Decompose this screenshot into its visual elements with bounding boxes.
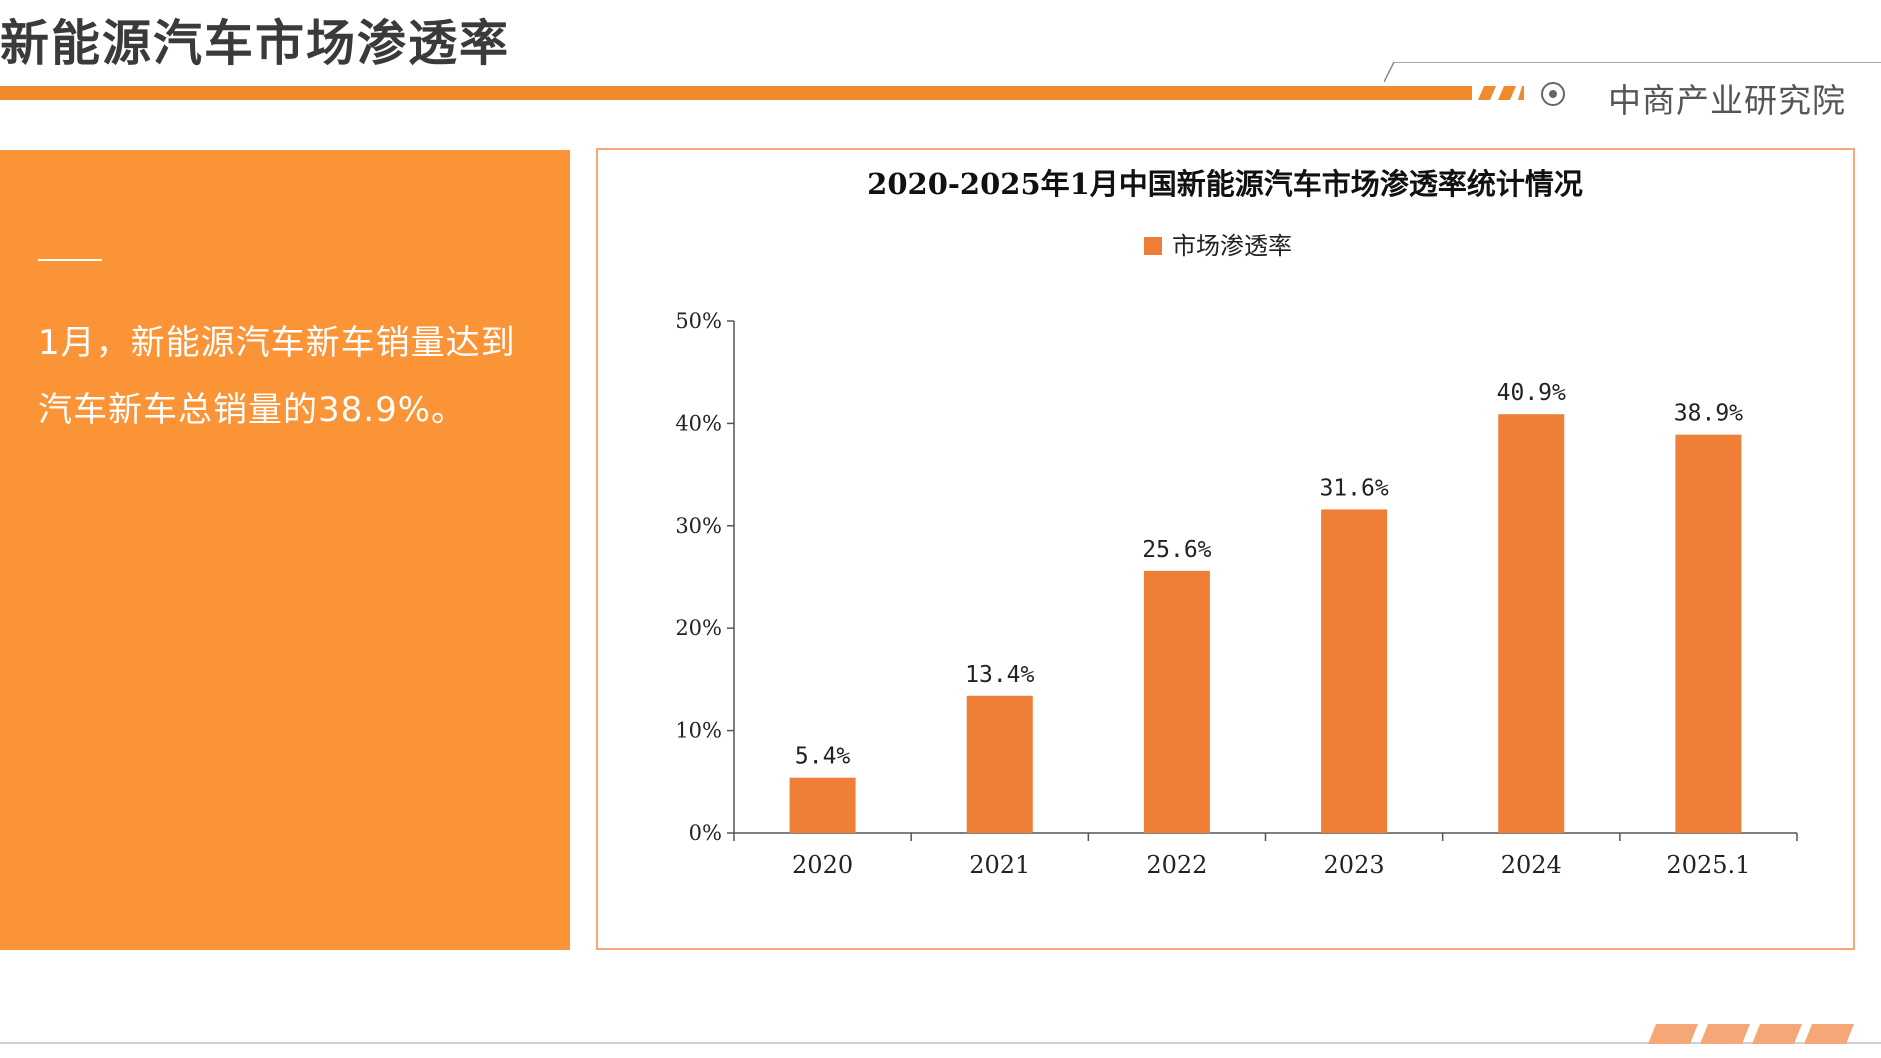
panel-divider (38, 259, 102, 261)
x-tick-label: 2024 (1501, 851, 1562, 879)
chart-title: 2020-2025年1月中国新能源汽车市场渗透率统计情况 (867, 167, 1583, 201)
x-tick-label: 2022 (1146, 851, 1207, 879)
bar (966, 695, 1033, 833)
target-icon (1541, 82, 1565, 106)
legend-label: 市场渗透率 (1172, 232, 1292, 260)
y-tick-label: 10% (675, 719, 722, 743)
data-label: 40.9% (1497, 380, 1566, 406)
legend-swatch (1144, 237, 1162, 255)
data-label: 13.4% (965, 662, 1034, 688)
x-tick-label: 2025.1 (1666, 851, 1750, 879)
bar (1675, 434, 1742, 833)
footer-stripes-icon (1648, 1024, 1854, 1044)
brand-name: 中商产业研究院 (1608, 81, 1846, 120)
data-label: 38.9% (1674, 401, 1743, 427)
summary-panel: 1月，新能源汽车新车销量达到汽车新车总销量的38.9%。 (0, 150, 570, 950)
bar (1143, 570, 1210, 833)
data-label: 31.6% (1319, 475, 1388, 501)
page-title: 新能源汽车市场渗透率 (0, 15, 511, 72)
bar (789, 777, 856, 833)
x-tick-label: 2023 (1324, 851, 1385, 879)
y-tick-label: 0% (689, 821, 722, 845)
y-tick-label: 20% (675, 616, 722, 640)
y-tick-label: 40% (675, 411, 722, 435)
footer-rule (0, 1042, 1881, 1044)
y-tick-label: 50% (675, 309, 722, 333)
data-label: 25.6% (1142, 537, 1211, 563)
x-tick-label: 2020 (792, 851, 853, 879)
bar (1321, 509, 1388, 833)
header-accent-bar (0, 86, 1472, 100)
x-tick-label: 2021 (969, 851, 1030, 879)
data-label: 5.4% (795, 744, 851, 770)
header-thin-line (1384, 62, 1881, 82)
y-tick-label: 30% (675, 514, 722, 538)
stripe-marks-icon (1478, 86, 1524, 100)
bar (1498, 414, 1565, 833)
chart-frame: 2020-2025年1月中国新能源汽车市场渗透率统计情况市场渗透率 0% 10% 20… (596, 148, 1855, 950)
summary-text: 1月，新能源汽车新车销量达到汽车新车总销量的38.9%。 (38, 323, 516, 430)
